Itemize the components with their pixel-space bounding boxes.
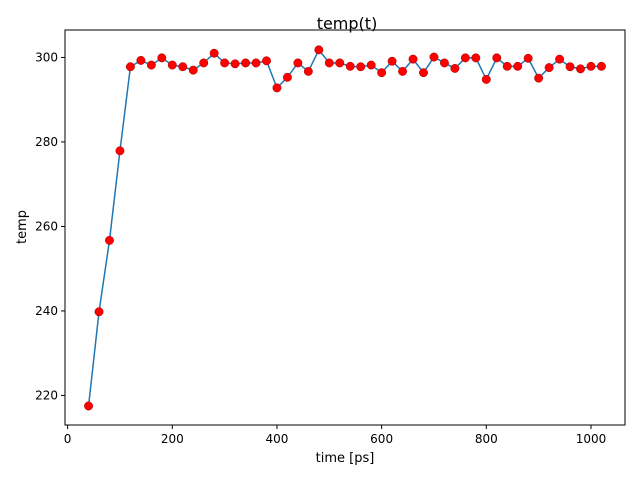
x-tick-label: 1000 — [576, 432, 607, 446]
data-point — [366, 60, 376, 70]
data-point — [576, 64, 585, 74]
axis-ticks: 0 200 400 600 800 1000 220 240 260 280 300 — [35, 50, 606, 446]
data-point — [282, 72, 292, 82]
y-tick-label: 260 — [35, 219, 58, 233]
y-tick-label: 280 — [35, 135, 58, 149]
data-point — [419, 68, 428, 78]
data-point — [345, 61, 355, 71]
data-point — [209, 48, 219, 58]
data-point — [293, 58, 303, 68]
data-point — [565, 62, 575, 72]
data-point — [356, 62, 366, 72]
data-point — [303, 66, 313, 76]
y-tick-label: 300 — [35, 50, 58, 64]
data-point — [314, 45, 324, 55]
data-point — [199, 58, 209, 68]
data-point — [167, 60, 177, 70]
x-axis-label: time [ps] — [316, 451, 375, 466]
data-point — [94, 307, 104, 317]
data-point — [597, 61, 606, 71]
data-point — [481, 74, 491, 84]
y-tick-label: 240 — [35, 304, 58, 318]
data-point — [146, 60, 156, 70]
data-point — [324, 58, 334, 68]
data-point — [398, 66, 408, 76]
x-tick-label: 600 — [370, 432, 393, 446]
data-point — [502, 61, 512, 71]
chart-title: temp(t) — [317, 14, 378, 33]
data-point — [230, 59, 240, 69]
data-point — [84, 401, 94, 411]
data-point — [188, 65, 198, 75]
data-point — [544, 63, 554, 73]
data-point — [251, 58, 261, 68]
data-point — [105, 235, 114, 245]
data-point — [450, 63, 460, 73]
data-point — [523, 53, 533, 63]
data-point — [387, 56, 397, 66]
data-point — [471, 53, 481, 63]
data-point — [377, 68, 387, 78]
data-point — [513, 61, 523, 71]
data-point — [534, 73, 544, 83]
data-point — [492, 53, 502, 63]
data-point — [460, 53, 470, 63]
data-point — [125, 62, 135, 72]
data-point — [115, 146, 125, 156]
data-point — [136, 55, 146, 65]
data-point — [178, 62, 188, 72]
data-point — [335, 58, 345, 68]
x-tick-label: 200 — [161, 432, 184, 446]
x-tick-label: 800 — [475, 432, 498, 446]
data-points — [84, 45, 606, 411]
data-point — [220, 58, 230, 68]
data-point — [272, 83, 282, 93]
data-point — [408, 54, 418, 64]
data-point — [429, 52, 439, 62]
data-point — [241, 58, 251, 68]
plot-area-frame — [64, 29, 626, 426]
x-tick-label: 0 — [64, 432, 72, 446]
data-point — [262, 56, 271, 66]
data-point — [586, 61, 596, 71]
data-point — [439, 58, 449, 68]
data-point — [157, 53, 167, 63]
y-axis-label: temp — [15, 210, 30, 244]
data-point — [555, 54, 565, 64]
y-tick-label: 220 — [35, 388, 58, 402]
x-tick-label: 400 — [266, 432, 289, 446]
